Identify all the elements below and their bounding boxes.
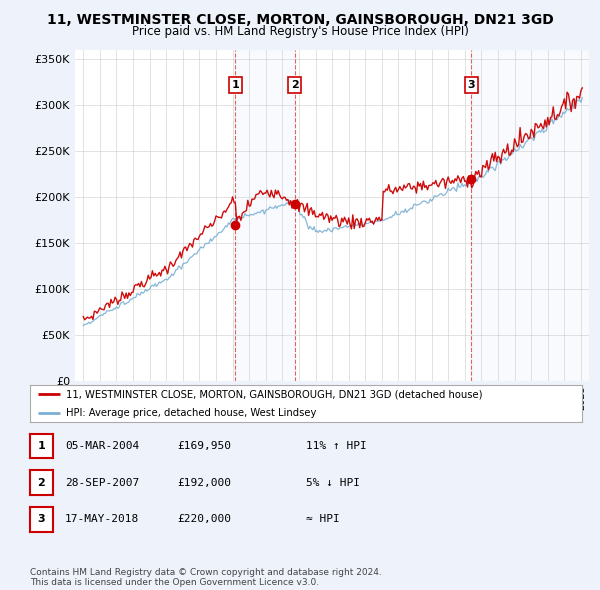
Text: 17-MAY-2018: 17-MAY-2018 (65, 514, 139, 524)
Text: 11, WESTMINSTER CLOSE, MORTON, GAINSBOROUGH, DN21 3GD (detached house): 11, WESTMINSTER CLOSE, MORTON, GAINSBORO… (66, 389, 482, 399)
Text: ≈ HPI: ≈ HPI (306, 514, 340, 524)
Text: £169,950: £169,950 (177, 441, 231, 451)
Text: 5% ↓ HPI: 5% ↓ HPI (306, 478, 360, 487)
Text: 2: 2 (291, 80, 299, 90)
Text: 1: 1 (38, 441, 45, 451)
Text: 28-SEP-2007: 28-SEP-2007 (65, 478, 139, 487)
Text: Price paid vs. HM Land Registry's House Price Index (HPI): Price paid vs. HM Land Registry's House … (131, 25, 469, 38)
Text: 3: 3 (38, 514, 45, 524)
Bar (471, 50, 589, 381)
Text: £220,000: £220,000 (177, 514, 231, 524)
Text: HPI: Average price, detached house, West Lindsey: HPI: Average price, detached house, West… (66, 408, 316, 418)
Text: 05-MAR-2004: 05-MAR-2004 (65, 441, 139, 451)
Text: £192,000: £192,000 (177, 478, 231, 487)
Bar (235, 50, 295, 381)
Text: Contains HM Land Registry data © Crown copyright and database right 2024.
This d: Contains HM Land Registry data © Crown c… (30, 568, 382, 587)
Text: 11% ↑ HPI: 11% ↑ HPI (306, 441, 367, 451)
Text: 3: 3 (467, 80, 475, 90)
Text: 11, WESTMINSTER CLOSE, MORTON, GAINSBOROUGH, DN21 3GD: 11, WESTMINSTER CLOSE, MORTON, GAINSBORO… (47, 13, 553, 27)
Text: 2: 2 (38, 478, 45, 487)
Text: 1: 1 (232, 80, 239, 90)
